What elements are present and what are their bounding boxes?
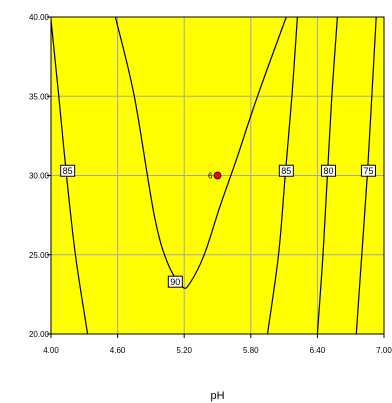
y-tick-label: 30.00 (29, 172, 50, 181)
y-tick-label: 20.00 (29, 330, 50, 339)
contour-label-80: 80 (323, 166, 333, 176)
x-tick-label: 6.40 (310, 346, 326, 355)
x-tick-label: 5.80 (243, 346, 259, 355)
x-tick-label: 4.00 (43, 346, 59, 355)
y-tick-label: 35.00 (29, 92, 50, 101)
x-tick-label: 4.60 (110, 346, 126, 355)
x-tick-label: 5.20 (176, 346, 192, 355)
contour-label-90: 90 (170, 277, 180, 287)
y-axis-ticks: 20.00 25.00 30.00 35.00 40.00 (29, 13, 51, 339)
x-axis-label: pH (210, 390, 224, 402)
x-axis-ticks: 4.00 4.60 5.20 5.80 6.40 7.00 (43, 334, 392, 355)
y-tick-label: 40.00 (29, 13, 50, 22)
design-point-label: 6 (208, 172, 213, 181)
x-tick-label: 7.00 (376, 346, 392, 355)
contour-label-75: 75 (363, 166, 373, 176)
contour-label-85: 85 (63, 166, 73, 176)
contour-label-85: 85 (281, 166, 291, 176)
y-tick-label: 25.00 (29, 251, 50, 260)
design-point-marker (214, 172, 221, 179)
